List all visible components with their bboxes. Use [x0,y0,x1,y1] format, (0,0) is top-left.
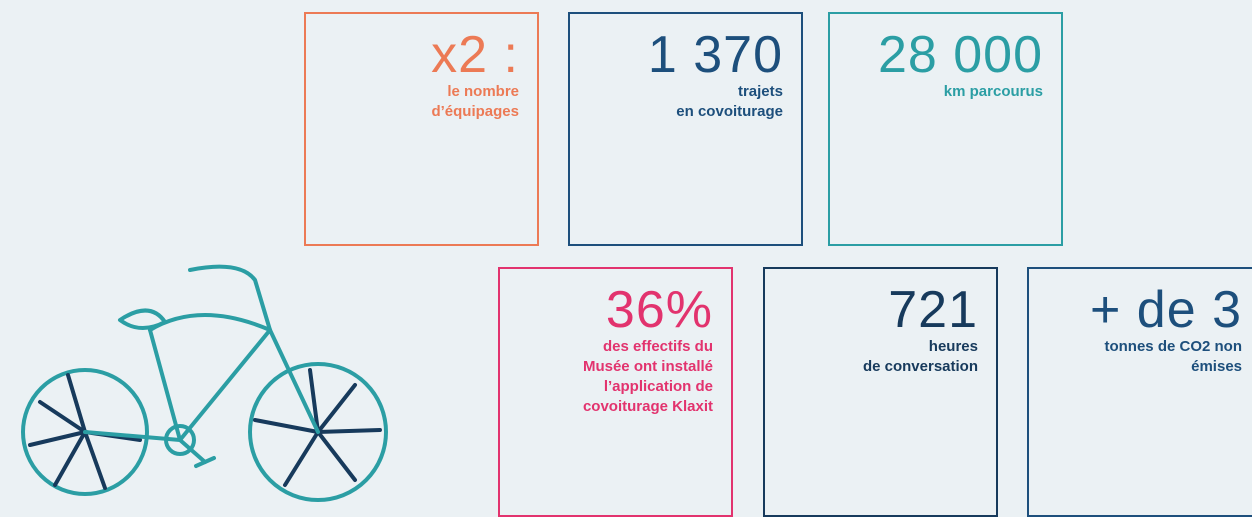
stat-caption: l’application de [603,378,713,395]
stat-figure: + de 3 [1089,281,1242,339]
page: x2 : le nombre d’équipages 1 370 trajets en c… [21,12,1252,517]
stat-caption: émises [1191,358,1242,375]
stat-figure: 1 370 [647,26,783,84]
stat-caption: le nombre [447,83,519,100]
stat-figure: 36% [605,281,713,339]
stat-tile: 721 heures de conversation [763,267,998,517]
stat-caption: covoiturage Klaxit [582,398,713,415]
stat-caption: de conversation [862,358,978,375]
stat-caption: des effectifs du [602,338,713,355]
stat-caption: km parcourus [943,83,1043,100]
stat-caption: tonnes de CO2 non [1104,338,1242,355]
stat-tile: x2 : le nombre d’équipages [304,12,539,246]
stat-figure: x2 : [431,26,519,84]
stat-figure: 721 [888,281,978,339]
stat-tile: 28 000 km parcourus [828,12,1063,246]
stat-caption: trajets [737,83,783,100]
stat-tile: + de 3 tonnes de CO2 non émises [1027,267,1252,517]
stat-tile: 1 370 trajets en covoiturage [568,12,803,246]
bike-illustration [21,264,388,502]
stat-caption: d’équipages [431,103,519,120]
stat-tile: 36% des effectifs du Musée ont installé l’a… [498,267,733,517]
stat-caption: Musée ont installé [582,358,713,375]
stat-caption: en covoiturage [676,103,783,120]
stat-figure: 28 000 [877,26,1043,84]
stat-caption: heures [928,338,978,355]
